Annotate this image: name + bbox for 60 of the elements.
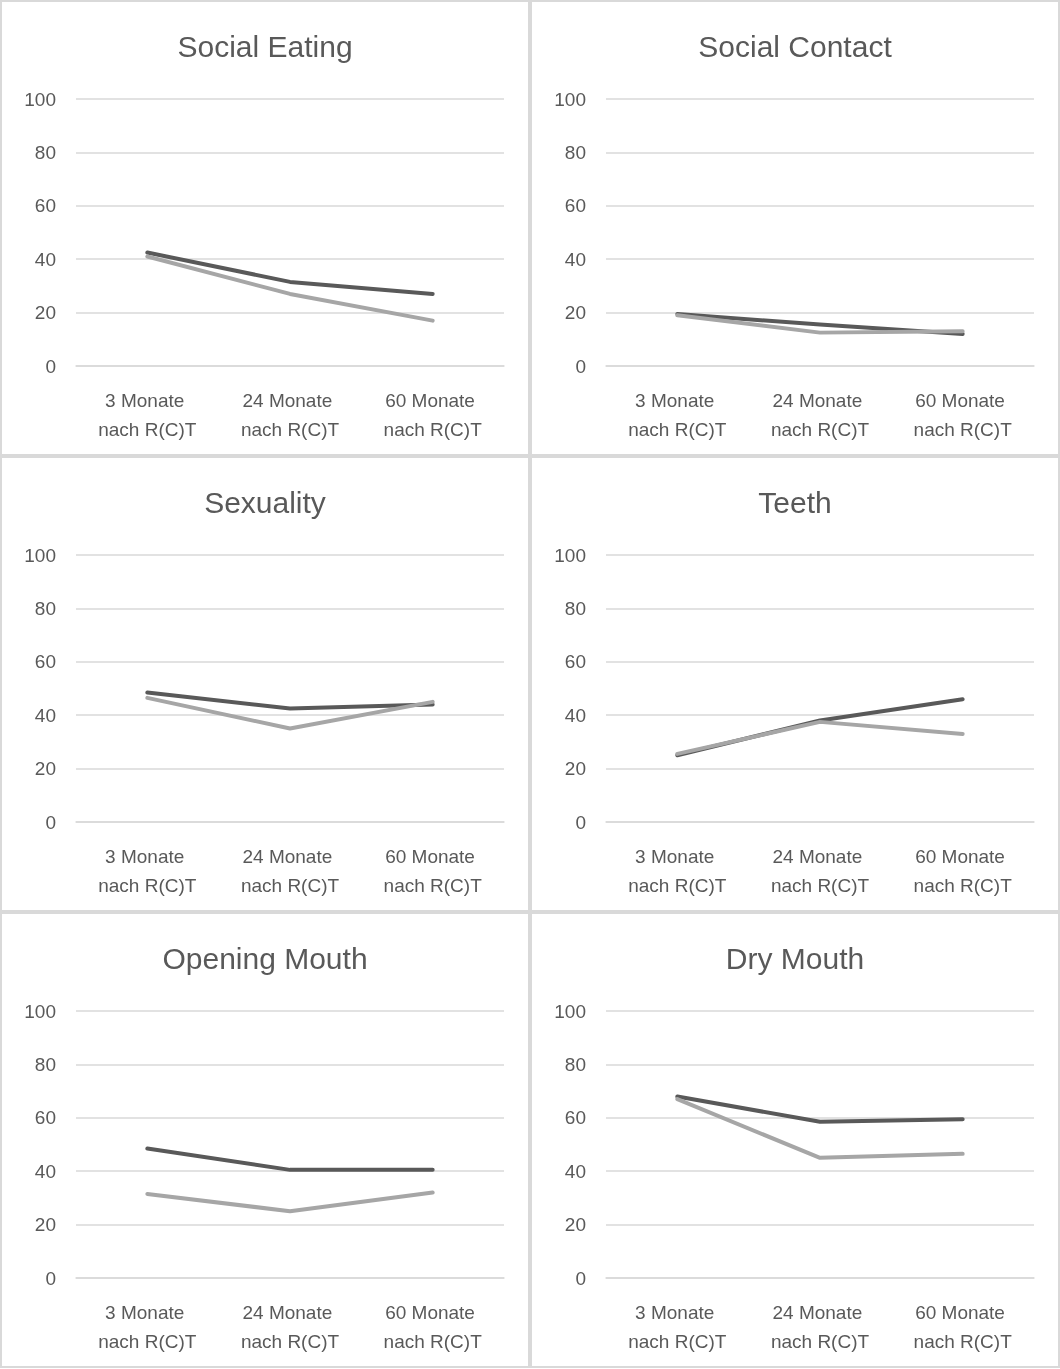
y-tick-label: 0	[575, 811, 586, 833]
y-tick-label: 0	[45, 355, 56, 377]
y-tick-label: 20	[564, 758, 586, 780]
y-tick-label: 80	[34, 141, 56, 163]
y-tick-label: 100	[24, 88, 56, 110]
y-tick-label: 80	[564, 597, 586, 619]
chart-title: Sexuality	[204, 485, 326, 519]
x-tick-label: 3 Monate nach R(C)T	[628, 846, 727, 896]
chart-title: Social Eating	[177, 29, 353, 63]
x-tick-label: 24 Monate nach R(C)T	[240, 390, 340, 440]
x-tick-label: 60 Monate nach R(C)T	[913, 1302, 1013, 1352]
chart-title: Teeth	[758, 485, 832, 519]
y-tick-label: 60	[564, 651, 586, 673]
x-tick-label: 24 Monate nach R(C)T	[770, 846, 870, 896]
y-tick-label: 40	[34, 1160, 56, 1182]
y-tick-label: 80	[564, 1053, 586, 1075]
x-tick-label: 24 Monate nach R(C)T	[770, 1302, 870, 1352]
y-tick-label: 80	[34, 1053, 56, 1075]
y-tick-label: 60	[34, 651, 56, 673]
x-tick-label: 60 Monate nach R(C)T	[913, 390, 1013, 440]
x-tick-label: 60 Monate nach R(C)T	[383, 1302, 483, 1352]
x-tick-label: 3 Monate nach R(C)T	[628, 1302, 727, 1352]
chart-title: Dry Mouth	[725, 941, 865, 975]
y-tick-label: 80	[564, 141, 586, 163]
y-tick-label: 0	[575, 355, 586, 377]
y-tick-label: 100	[554, 544, 586, 566]
x-tick-label: 24 Monate nach R(C)T	[240, 1302, 340, 1352]
x-tick-label: 60 Monate nach R(C)T	[383, 846, 483, 896]
y-tick-label: 40	[34, 248, 56, 270]
y-tick-label: 100	[554, 88, 586, 110]
y-tick-label: 20	[34, 758, 56, 780]
x-tick-label: 60 Monate nach R(C)T	[383, 390, 483, 440]
y-tick-label: 20	[34, 302, 56, 324]
y-tick-label: 100	[24, 544, 56, 566]
x-tick-label: 3 Monate nach R(C)T	[98, 846, 197, 896]
y-tick-label: 0	[45, 1267, 56, 1289]
x-tick-label: 24 Monate nach R(C)T	[240, 846, 340, 896]
y-tick-label: 100	[554, 1000, 586, 1022]
y-tick-label: 100	[24, 1000, 56, 1022]
y-tick-label: 60	[564, 195, 586, 217]
y-tick-label: 20	[564, 302, 586, 324]
x-tick-label: 60 Monate nach R(C)T	[913, 846, 1013, 896]
y-tick-label: 60	[34, 1107, 56, 1129]
y-tick-label: 20	[34, 1214, 56, 1236]
y-tick-label: 40	[564, 248, 586, 270]
y-tick-label: 60	[34, 195, 56, 217]
x-tick-label: 3 Monate nach R(C)T	[98, 390, 197, 440]
x-tick-label: 24 Monate nach R(C)T	[770, 390, 870, 440]
chart-title: Opening Mouth	[162, 941, 368, 975]
y-tick-label: 40	[564, 1160, 586, 1182]
y-tick-label: 60	[564, 1107, 586, 1129]
y-tick-label: 40	[564, 704, 586, 726]
y-tick-label: 80	[34, 597, 56, 619]
y-tick-label: 40	[34, 704, 56, 726]
y-tick-label: 0	[45, 811, 56, 833]
x-tick-label: 3 Monate nach R(C)T	[98, 1302, 197, 1352]
y-tick-label: 20	[564, 1214, 586, 1236]
chart-title: Social Contact	[698, 29, 893, 63]
x-tick-label: 3 Monate nach R(C)T	[628, 390, 727, 440]
y-tick-label: 0	[575, 1267, 586, 1289]
